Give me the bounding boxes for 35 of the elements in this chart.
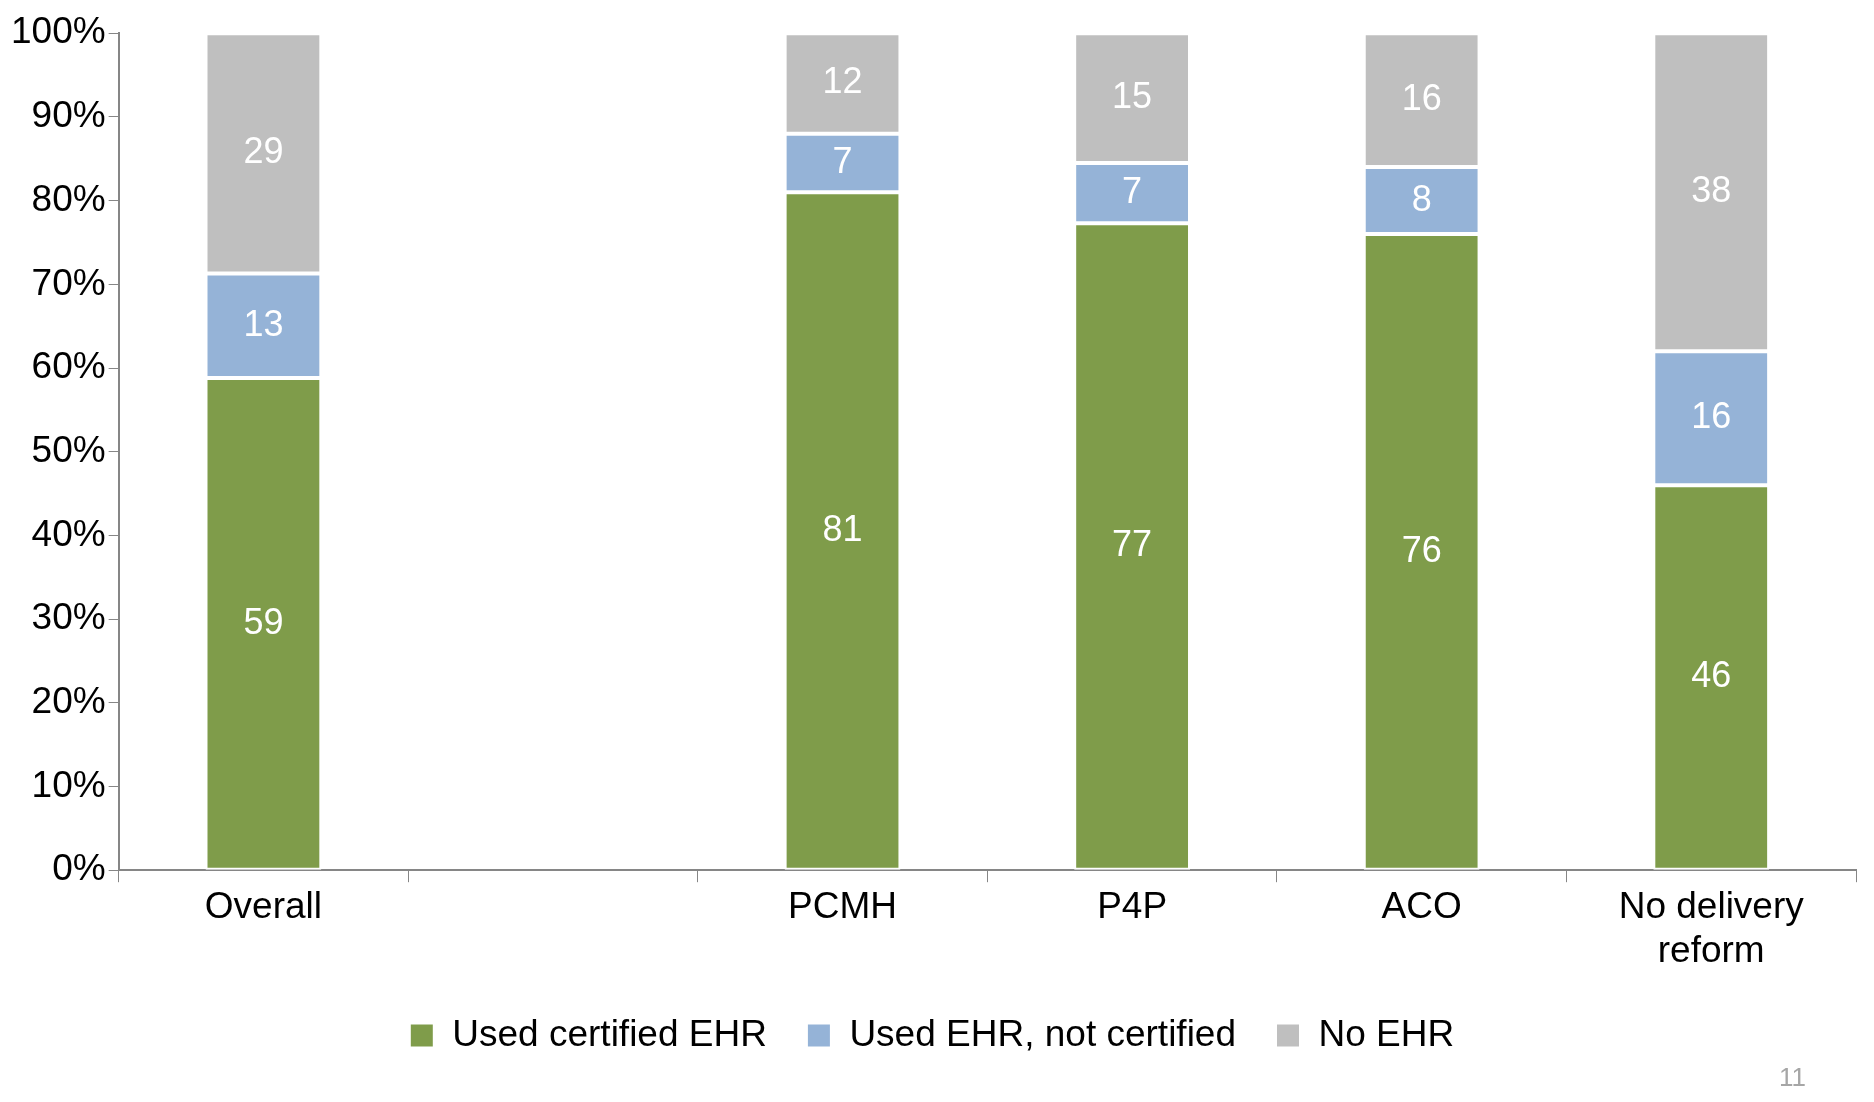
y-tick-label: 0% bbox=[52, 847, 106, 889]
data-label: 7 bbox=[832, 139, 853, 181]
data-label: 76 bbox=[1401, 528, 1442, 570]
data-label: 12 bbox=[822, 60, 863, 102]
data-label: 29 bbox=[243, 130, 284, 172]
x-tick-label: PCMH bbox=[788, 884, 898, 926]
y-tick-label: 100% bbox=[10, 10, 106, 52]
data-label: 81 bbox=[822, 507, 863, 549]
x-tick-label: P4P bbox=[1097, 884, 1168, 926]
data-label: 38 bbox=[1691, 169, 1732, 211]
y-tick-label: 70% bbox=[31, 261, 106, 303]
x-tick-label: ACO bbox=[1381, 884, 1462, 926]
y-tick-label: 10% bbox=[31, 763, 106, 805]
y-tick-label: 50% bbox=[31, 428, 106, 470]
data-label: 16 bbox=[1401, 77, 1442, 119]
data-label: 7 bbox=[1122, 169, 1143, 211]
data-label: 59 bbox=[243, 600, 284, 642]
legend-label: Used certified EHR bbox=[452, 1012, 767, 1054]
y-tick-label: 60% bbox=[31, 345, 106, 387]
y-tick-label: 80% bbox=[31, 177, 106, 219]
data-label: 16 bbox=[1691, 395, 1732, 437]
data-label: 46 bbox=[1691, 654, 1732, 696]
x-tick-label: No delivery reform bbox=[1618, 884, 1805, 970]
data-label: 13 bbox=[243, 302, 284, 344]
legend-label: No EHR bbox=[1318, 1012, 1455, 1054]
legend-label: Used EHR, not certified bbox=[849, 1012, 1237, 1054]
data-label: 8 bbox=[1411, 177, 1432, 219]
data-label: 77 bbox=[1112, 523, 1153, 565]
y-tick-label: 20% bbox=[31, 680, 106, 721]
text: 11 bbox=[1779, 1062, 1806, 1093]
y-tick-label: 30% bbox=[31, 596, 106, 638]
y-tick-label: 40% bbox=[31, 512, 106, 554]
data-label: 15 bbox=[1112, 74, 1153, 116]
x-tick-label: Overall bbox=[204, 884, 323, 926]
y-tick-label: 90% bbox=[31, 94, 106, 136]
